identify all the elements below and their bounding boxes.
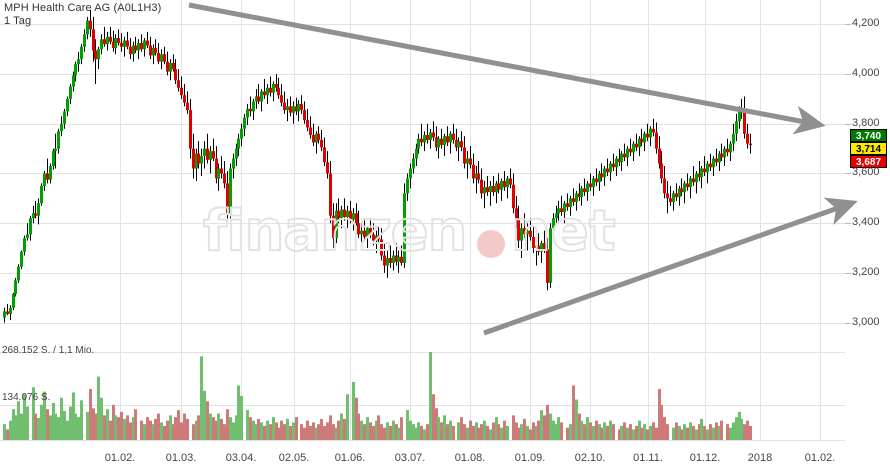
volume-top-label: 268.152 S. / 1,1 Mio.: [2, 345, 95, 356]
x-axis-tick: 01.08.: [454, 452, 486, 464]
x-axis-tick: 01.09.: [514, 452, 546, 464]
x-axis-tick: 02.05.: [278, 452, 310, 464]
volume-mid-label: 134.076 S.: [2, 392, 51, 403]
y-axis-tick: 3,800: [852, 116, 880, 129]
price-badge-last: 3,714: [850, 142, 887, 155]
gridlines: [0, 0, 851, 441]
x-axis-tick: 01.12.: [689, 452, 721, 464]
x-axis-tick: 02.10.: [574, 452, 606, 464]
y-axis-tick: 4,200: [852, 17, 880, 30]
y-axis-tick: 4,000: [852, 67, 880, 80]
x-axis-tick: 03.07.: [394, 452, 426, 464]
trendline-annotations[interactable]: [188, 2, 858, 336]
page-title: MPH Health Care AG (A0L1H3): [4, 2, 162, 14]
y-axis-tick: 3,400: [852, 216, 880, 229]
price-badge-high: 3,740: [850, 129, 887, 142]
y-axis-tick: 3,600: [852, 166, 880, 179]
x-axis-tick: 01.02.: [104, 452, 136, 464]
candlestick-series: [3, 9, 752, 323]
x-axis-tick: 01.06.: [334, 452, 366, 464]
x-axis-tick: 01.02.: [804, 452, 836, 464]
x-axis-tick: 2018: [747, 452, 773, 464]
x-axis-tick: 01.03.: [165, 452, 197, 464]
x-axis-tick: 01.11.: [633, 452, 663, 464]
price-badge-low: 3,687: [850, 155, 887, 168]
volume-series: [3, 352, 752, 440]
y-axis-tick: 3,000: [852, 315, 880, 328]
chart-interval-label: 1 Tag: [4, 15, 32, 27]
x-axis-tick: 03.04.: [225, 452, 257, 464]
y-axis-tick: 3,200: [852, 265, 880, 278]
